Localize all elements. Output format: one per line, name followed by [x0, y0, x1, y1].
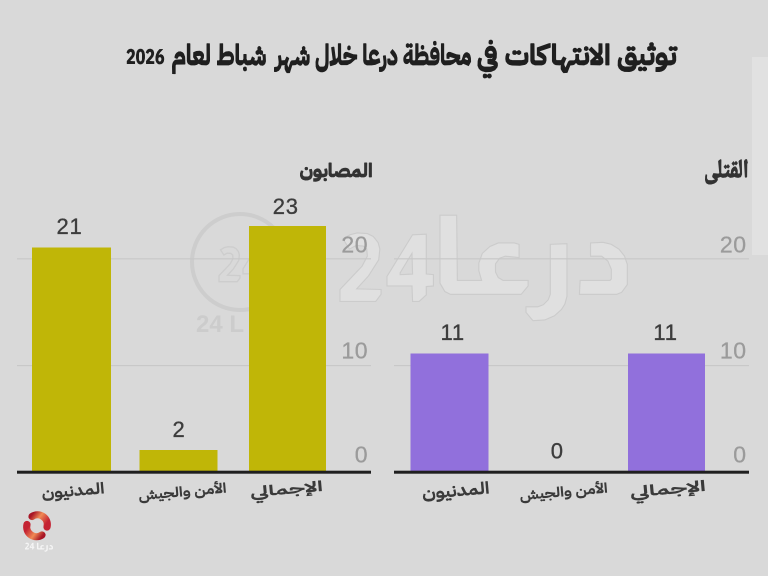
svg-text:0: 0 [733, 442, 746, 468]
svg-text:11: 11 [653, 320, 677, 345]
svg-text:20: 20 [720, 232, 747, 258]
svg-text:10: 10 [341, 338, 368, 364]
svg-text:0: 0 [551, 439, 564, 464]
svg-text:21: 21 [56, 214, 82, 239]
svg-text:11: 11 [440, 320, 464, 345]
svg-text:23: 23 [273, 194, 299, 219]
svg-text:20: 20 [341, 232, 368, 258]
svg-text:0: 0 [355, 442, 368, 468]
svg-text:10: 10 [720, 338, 747, 364]
svg-text:24 L: 24 L [196, 311, 244, 338]
svg-text:2: 2 [172, 417, 185, 442]
